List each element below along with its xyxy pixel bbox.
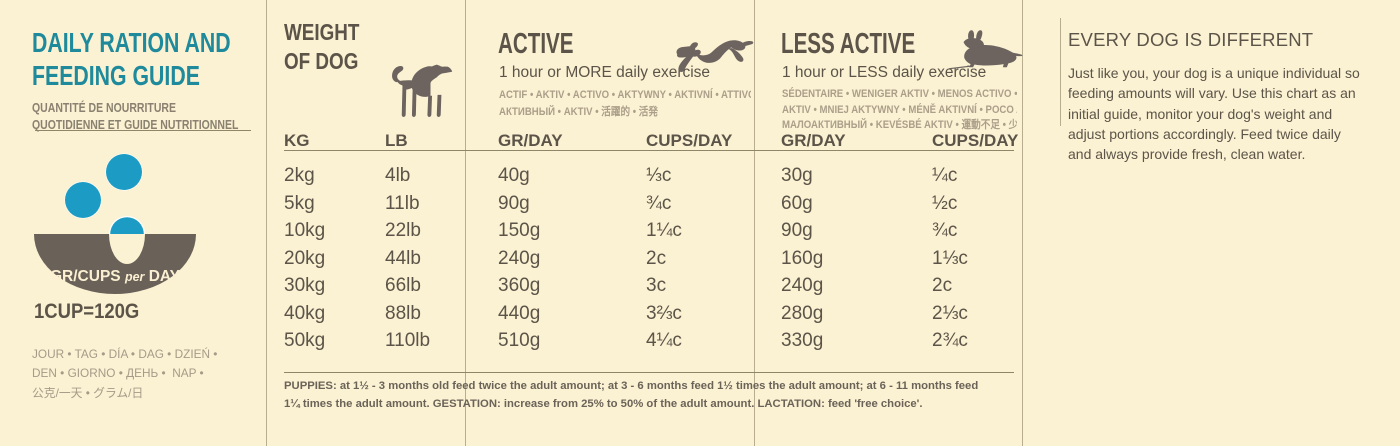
svg-text:GR/CUPS per DAY: GR/CUPS per DAY	[50, 268, 181, 285]
